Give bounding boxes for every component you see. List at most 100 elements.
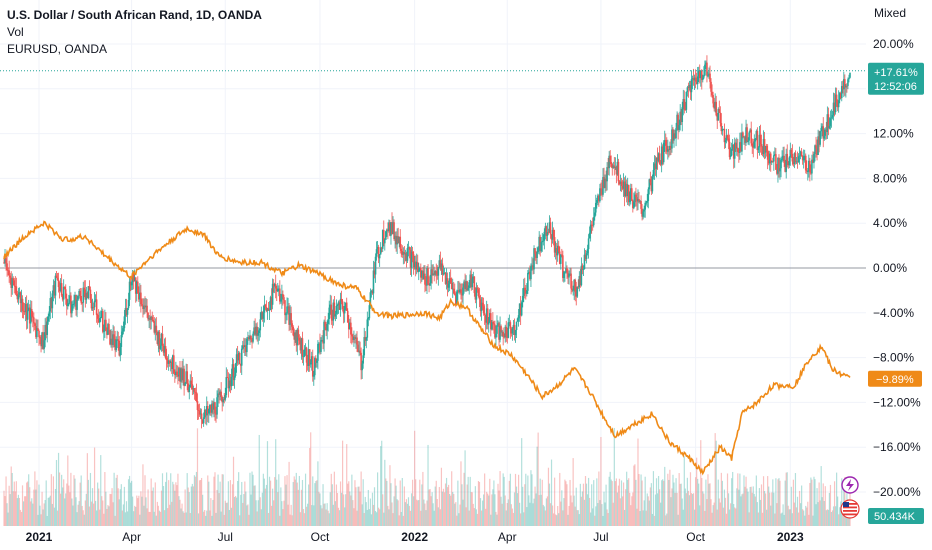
candle-body — [309, 362, 312, 365]
volume-bar — [350, 495, 352, 526]
candle-body — [721, 129, 724, 132]
volume-bar — [275, 439, 277, 526]
volume-bar — [450, 495, 452, 526]
volume-bar — [290, 504, 292, 526]
candle-body — [194, 391, 197, 393]
candle-body — [180, 368, 182, 382]
candle-body — [729, 155, 732, 158]
candle-body — [656, 157, 659, 162]
candle-body — [20, 298, 23, 304]
candle-body — [456, 291, 458, 305]
candle-body — [127, 299, 130, 309]
volume-bar — [500, 496, 502, 526]
candle-body — [400, 248, 403, 251]
candle-body — [671, 129, 673, 149]
volume-bar — [213, 476, 215, 526]
volume-bar — [627, 479, 629, 526]
candle-body — [5, 258, 7, 264]
candle-body — [292, 326, 295, 336]
volume-bar — [658, 489, 661, 526]
volume-bar — [516, 493, 519, 526]
volume-bar — [596, 478, 598, 526]
us-flag-icon[interactable] — [840, 499, 860, 519]
candle-body — [401, 250, 404, 255]
volume-bar — [3, 490, 5, 526]
candle-body — [175, 371, 177, 376]
lightning-icon[interactable] — [841, 476, 859, 494]
volume-bar — [416, 499, 418, 526]
candle-body — [548, 222, 551, 233]
candle-body — [585, 253, 588, 259]
candle-body — [512, 324, 515, 329]
candle-body — [582, 268, 585, 270]
candle-body — [392, 222, 394, 234]
candle-body — [649, 179, 652, 183]
volume-bar — [146, 508, 148, 526]
volume-bar — [7, 512, 9, 526]
volume-bar — [228, 509, 230, 526]
volume-bar — [689, 472, 692, 526]
volume-bar — [813, 476, 815, 526]
candle-body — [660, 146, 663, 165]
candle-body — [537, 247, 539, 253]
candle-body — [39, 337, 41, 339]
volume-bar — [365, 502, 367, 526]
volume-bar — [559, 472, 561, 526]
candle-body — [837, 100, 840, 108]
candle-body — [132, 273, 135, 282]
volume-bar — [524, 484, 526, 526]
candle-body — [760, 143, 763, 147]
volume-bar — [177, 473, 179, 526]
candle-body — [270, 297, 273, 305]
candle-body — [65, 298, 68, 307]
volume-bar — [838, 514, 840, 526]
volume-bar — [183, 512, 185, 526]
volume-bar — [251, 471, 253, 526]
volume-bar — [354, 480, 356, 526]
volume-bar — [219, 481, 221, 526]
volume-bar — [172, 481, 174, 526]
candle-body — [332, 302, 335, 321]
volume-bar — [96, 510, 98, 526]
volume-bar — [705, 479, 707, 526]
candle-body — [71, 304, 73, 314]
volume-bar — [364, 496, 366, 526]
volume-bar — [790, 486, 792, 526]
volume-bar — [49, 495, 51, 526]
volume-indicator-label[interactable]: Vol — [7, 25, 24, 39]
volume-bar — [381, 440, 383, 526]
candle-body — [667, 149, 669, 152]
candle-body — [447, 283, 450, 288]
candle-body — [768, 153, 771, 164]
candle-body — [36, 328, 38, 338]
volume-bar — [208, 481, 210, 526]
candle-body — [123, 316, 126, 329]
volume-bar — [604, 502, 606, 526]
volume-bar — [372, 504, 375, 526]
volume-bar — [191, 483, 193, 526]
candle-body — [217, 393, 219, 398]
y-tick-label-5: 0.00% — [873, 261, 907, 275]
candle-body — [199, 413, 202, 415]
volume-bar — [670, 497, 672, 526]
volume-bar — [585, 483, 588, 526]
volume-bar — [508, 480, 510, 526]
candle-body — [735, 147, 738, 149]
scale-mode-label[interactable]: Mixed — [873, 6, 906, 20]
candle-body — [566, 268, 568, 273]
candle-body — [53, 285, 56, 296]
chart-title[interactable]: U.S. Dollar / South African Rand, 1D, OA… — [7, 8, 262, 22]
candle-body — [280, 299, 282, 302]
volume-bar — [539, 478, 541, 526]
candle-body — [171, 355, 174, 370]
candle-body — [222, 399, 225, 403]
compare-symbol-label[interactable]: EURUSD, OANDA — [7, 42, 108, 56]
volume-bar — [33, 489, 35, 526]
y-tick-label-4: 4.00% — [873, 216, 907, 230]
volume-bar — [472, 503, 474, 526]
candle-body — [237, 352, 240, 361]
volume-bar — [154, 482, 156, 526]
volume-bar — [608, 476, 610, 526]
